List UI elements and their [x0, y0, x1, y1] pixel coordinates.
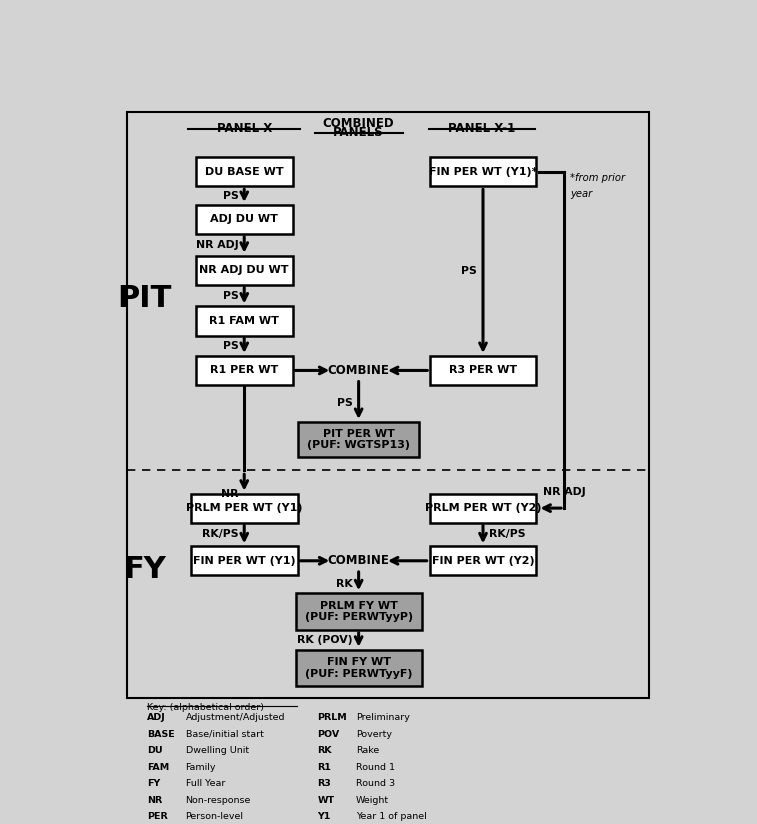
Text: FIN PER WT (Y1): FIN PER WT (Y1) — [193, 555, 295, 566]
Text: ADJ: ADJ — [148, 713, 167, 722]
Text: FIN PER WT (Y1)*: FIN PER WT (Y1)* — [428, 166, 537, 177]
Text: FAM: FAM — [148, 762, 170, 771]
Text: PS: PS — [223, 190, 238, 200]
Text: Person-level: Person-level — [185, 812, 244, 821]
Text: PS: PS — [223, 291, 238, 301]
Text: PS: PS — [461, 266, 477, 276]
Text: Non-response: Non-response — [185, 795, 251, 804]
FancyBboxPatch shape — [191, 494, 298, 522]
Text: Round 1: Round 1 — [356, 762, 394, 771]
Text: NR ADJ DU WT: NR ADJ DU WT — [200, 265, 289, 275]
Text: POV: POV — [318, 729, 340, 738]
Text: WT: WT — [318, 795, 335, 804]
FancyBboxPatch shape — [430, 546, 537, 575]
Text: RK: RK — [318, 746, 332, 755]
Text: PRLM FY WT
(PUF: PERWTyyP): PRLM FY WT (PUF: PERWTyyP) — [304, 601, 413, 622]
Text: ADJ DU WT: ADJ DU WT — [210, 214, 278, 224]
Text: PANEL X: PANEL X — [217, 122, 272, 135]
FancyBboxPatch shape — [298, 422, 419, 457]
Text: PRLM PER WT (Y2): PRLM PER WT (Y2) — [425, 503, 541, 513]
Text: PANEL X-1: PANEL X-1 — [448, 122, 516, 135]
FancyBboxPatch shape — [196, 205, 293, 234]
Text: R3 PER WT: R3 PER WT — [449, 365, 517, 376]
Text: DU BASE WT: DU BASE WT — [205, 166, 284, 177]
Text: RK (POV): RK (POV) — [298, 634, 353, 644]
FancyBboxPatch shape — [196, 307, 293, 335]
Text: Full Year: Full Year — [185, 779, 225, 788]
FancyBboxPatch shape — [127, 111, 649, 699]
Text: RK/PS: RK/PS — [202, 530, 238, 540]
FancyBboxPatch shape — [295, 649, 422, 686]
Text: PS: PS — [223, 340, 238, 351]
Text: DU: DU — [148, 746, 163, 755]
Text: COMBINED: COMBINED — [322, 117, 394, 130]
Text: NR: NR — [221, 489, 238, 499]
Text: NR ADJ: NR ADJ — [195, 240, 238, 250]
Text: Weight: Weight — [356, 795, 389, 804]
Text: PER: PER — [148, 812, 168, 821]
FancyBboxPatch shape — [430, 356, 536, 385]
Text: Key: (alphabetical order): Key: (alphabetical order) — [148, 703, 264, 712]
Text: FIN FY WT
(PUF: PERWTyyF): FIN FY WT (PUF: PERWTyyF) — [305, 658, 413, 679]
Text: Dwelling Unit: Dwelling Unit — [185, 746, 249, 755]
Text: FIN PER WT (Y2): FIN PER WT (Y2) — [431, 555, 534, 566]
FancyBboxPatch shape — [191, 546, 298, 575]
FancyBboxPatch shape — [196, 255, 293, 285]
FancyBboxPatch shape — [430, 494, 537, 522]
FancyBboxPatch shape — [430, 157, 536, 186]
Text: Poverty: Poverty — [356, 729, 391, 738]
Text: FY: FY — [123, 555, 166, 584]
Text: PIT PER WT
(PUF: WGTSP13): PIT PER WT (PUF: WGTSP13) — [307, 428, 410, 451]
Text: RK: RK — [336, 579, 353, 589]
Text: NR: NR — [148, 795, 163, 804]
Text: COMBINE: COMBINE — [328, 555, 390, 567]
Text: COMBINE: COMBINE — [328, 364, 390, 377]
Text: Round 3: Round 3 — [356, 779, 395, 788]
Text: Year 1 of panel: Year 1 of panel — [356, 812, 426, 821]
Text: Adjustment/Adjusted: Adjustment/Adjusted — [185, 713, 285, 722]
Text: PANELS: PANELS — [333, 126, 384, 139]
Text: NR ADJ: NR ADJ — [543, 487, 585, 497]
Text: Preliminary: Preliminary — [356, 713, 410, 722]
Text: R3: R3 — [318, 779, 332, 788]
Text: R1 PER WT: R1 PER WT — [210, 365, 279, 376]
Text: R1: R1 — [318, 762, 332, 771]
Text: R1 FAM WT: R1 FAM WT — [209, 316, 279, 326]
Text: year: year — [570, 189, 592, 199]
Text: BASE: BASE — [148, 729, 175, 738]
Text: Family: Family — [185, 762, 216, 771]
Text: PS: PS — [337, 398, 353, 408]
Text: PIT: PIT — [117, 284, 172, 313]
FancyBboxPatch shape — [196, 157, 293, 186]
Text: FY: FY — [148, 779, 160, 788]
Text: *from prior: *from prior — [570, 173, 625, 183]
Text: PRLM: PRLM — [318, 713, 347, 722]
FancyBboxPatch shape — [295, 593, 422, 630]
Text: Y1: Y1 — [318, 812, 331, 821]
FancyBboxPatch shape — [196, 356, 293, 385]
Text: RK/PS: RK/PS — [489, 530, 525, 540]
Text: Base/initial start: Base/initial start — [185, 729, 263, 738]
Text: PRLM PER WT (Y1): PRLM PER WT (Y1) — [186, 503, 303, 513]
Text: Rake: Rake — [356, 746, 379, 755]
